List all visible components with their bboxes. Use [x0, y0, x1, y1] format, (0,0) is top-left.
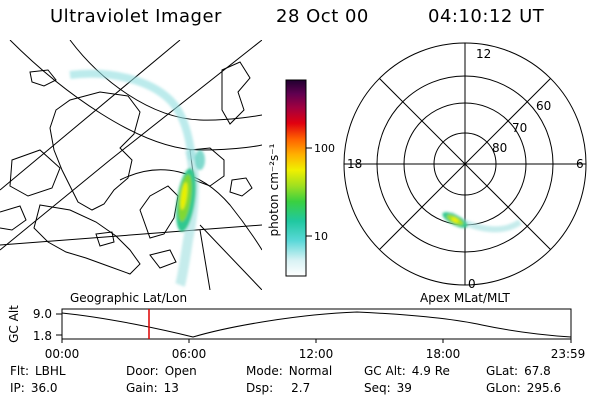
left-map-label: Geographic Lat/Lon: [70, 291, 188, 305]
meridian-line: [0, 40, 262, 251]
mlt-label-6: 6: [576, 157, 584, 171]
polar-map: [343, 42, 587, 286]
colorbar-tick-10: 10: [314, 230, 328, 243]
x-tick-0000: 00:00: [45, 347, 80, 361]
coastline: [0, 205, 27, 231]
x-tick-1200: 12:00: [299, 347, 334, 361]
x-tick-1800: 18:00: [426, 347, 461, 361]
lat-circle: [9, 40, 262, 151]
coastline: [95, 231, 115, 247]
info-door: Door: Open: [126, 364, 197, 378]
coastline: [221, 61, 251, 125]
coastline: [139, 185, 179, 239]
timeline-ylabel: GC Alt: [7, 305, 21, 343]
info-glon: GLon: 295.6: [486, 381, 562, 395]
meridian-line: [199, 224, 262, 290]
mlt-label-12: 12: [476, 47, 491, 61]
coastline: [149, 249, 177, 269]
aurora-polar: [442, 211, 522, 233]
x-tick-2359: 23:59: [551, 347, 586, 361]
info-gc-alt: GC Alt: 4.9 Re: [364, 364, 450, 378]
info-glat: GLat: 67.8: [486, 364, 551, 378]
mlat-label-70: 70: [512, 121, 527, 135]
info-ip: IP: 36.0: [10, 381, 58, 395]
meridian-line: [0, 224, 262, 246]
colorbar-tick-100: 100: [314, 142, 335, 155]
aurora-left: [69, 69, 205, 287]
meridian-line: [0, 40, 181, 191]
altitude-timeline: [56, 308, 572, 343]
instrument-title: Ultraviolet Imager: [50, 6, 222, 27]
coastline: [29, 69, 57, 87]
coastline: [49, 91, 141, 211]
coastline: [9, 149, 61, 197]
meridian-line: [199, 229, 211, 290]
info-mode: Mode: Normal: [246, 364, 333, 378]
y-tick-9: 9.0: [33, 307, 52, 321]
y-tick-1.8: 1.8: [33, 329, 52, 343]
right-map-label: Apex MLat/MLT: [420, 291, 510, 305]
info-gain: Gain: 13: [126, 381, 179, 395]
coastline: [229, 177, 253, 197]
mlat-label-60: 60: [536, 99, 551, 113]
info-flt: Flt: LBHL: [10, 364, 66, 378]
mlat-label-80: 80: [492, 141, 507, 155]
mlt-label-18: 18: [347, 157, 362, 171]
colorbar: [285, 79, 307, 277]
x-tick-0600: 06:00: [172, 347, 207, 361]
mlt-label-0: 0: [468, 277, 476, 291]
lat-circle: [119, 169, 262, 251]
altitude-curve: [61, 311, 572, 338]
info-seq: Seq: 39: [364, 381, 412, 395]
colorbar-unit-label: photon cm⁻²s⁻¹: [267, 143, 281, 236]
time-label: 04:10:12 UT: [428, 6, 545, 27]
coastline: [33, 204, 141, 275]
geographic-map: [0, 40, 262, 290]
info-dsp: Dsp: 2.7: [246, 381, 311, 395]
date-label: 28 Oct 00: [276, 6, 369, 27]
